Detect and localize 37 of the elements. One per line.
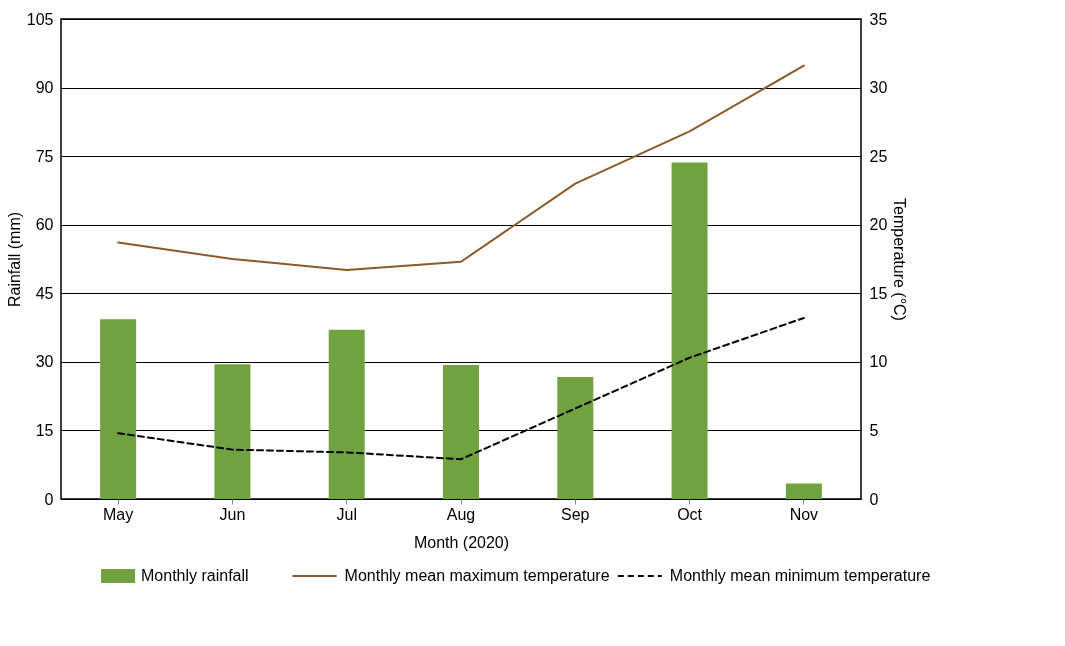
legend-label: Monthly mean maximum temperature <box>344 567 610 584</box>
y-axis-title: Rainfall (mm) <box>5 211 23 308</box>
bar <box>557 376 594 499</box>
y-tick-label: 90 <box>35 79 54 97</box>
bar <box>100 319 137 499</box>
legend-label: Monthly rainfall <box>141 567 249 584</box>
x-tick-label: Jul <box>336 505 357 523</box>
y2-tick-label: 25 <box>869 147 888 165</box>
y-tick-label: 105 <box>26 10 54 28</box>
line-series <box>117 64 805 271</box>
x-axis-title: Month (2020) <box>413 533 510 551</box>
y2-tick-label: 30 <box>869 79 888 97</box>
x-tick-label: Oct <box>677 505 703 523</box>
y2-tick-label: 0 <box>869 490 879 508</box>
bar <box>671 162 708 499</box>
y2-tick-label: 15 <box>869 284 888 302</box>
y2-tick-label: 35 <box>869 10 888 28</box>
y-tick-label: 30 <box>35 353 54 371</box>
legend-label: Monthly mean minimum temperature <box>669 567 931 584</box>
bar <box>785 483 822 499</box>
y-tick-label: 15 <box>35 421 54 439</box>
y2-axis-title: Temperature (°C) <box>891 198 909 321</box>
y-tick-label: 75 <box>35 147 54 165</box>
x-tick-label: Nov <box>789 505 819 523</box>
bar <box>328 329 365 499</box>
x-tick-label: Sep <box>561 505 590 523</box>
x-tick-label: Aug <box>446 505 476 523</box>
y-tick-label: 0 <box>44 490 54 508</box>
y2-tick-label: 10 <box>869 353 888 371</box>
bar <box>214 364 251 499</box>
x-tick-label: Jun <box>219 505 246 523</box>
bar <box>443 365 479 499</box>
y-tick-label: 60 <box>35 216 54 234</box>
x-tick-label: May <box>103 505 134 523</box>
y2-tick-label: 20 <box>869 216 888 234</box>
y2-tick-label: 5 <box>869 421 879 439</box>
y-tick-label: 45 <box>35 284 54 302</box>
